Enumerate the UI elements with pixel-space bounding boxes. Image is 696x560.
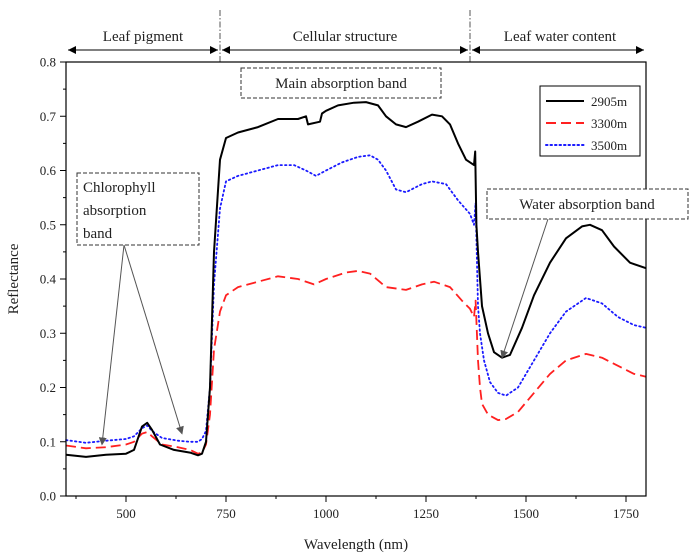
legend: 2905m 3300m 3500m [539, 85, 641, 157]
annotation-water-arrow [500, 218, 549, 359]
y-tick-label: 0.8 [40, 55, 56, 70]
region-label: Leaf pigment [103, 29, 184, 45]
series-line-2905m [65, 101, 647, 458]
region-arrowhead-right [636, 46, 644, 54]
y-tick-label: 0.5 [40, 217, 56, 232]
annotation-water: Water absorption band [486, 188, 689, 359]
region-label: Cellular structure [293, 29, 398, 45]
x-tick-label: 1500 [513, 506, 539, 521]
region-arrowhead-right [460, 46, 468, 54]
annotation-box-water [486, 188, 689, 220]
region-arrowhead-left [68, 46, 76, 54]
region-arrowhead-left [222, 46, 230, 54]
legend-label-3300m: 3300m [591, 116, 627, 131]
x-tick-label: 750 [216, 506, 236, 521]
y-axis-title: Reflectance [6, 243, 22, 314]
y-tick-label: 0.3 [40, 326, 56, 341]
region-arrowhead-left [472, 46, 480, 54]
annotation-main-text: Main absorption band [275, 76, 407, 92]
annotation-chlorophyll-line-3: band [83, 226, 113, 242]
y-tick-label: 0.7 [40, 109, 57, 124]
annotation-chlorophyll-arrow-right [123, 244, 184, 435]
x-tick-label: 500 [116, 506, 136, 521]
y-tick-label: 0.4 [40, 272, 57, 287]
annotation-box-main [240, 67, 442, 99]
y-tick-label: 0.1 [40, 434, 56, 449]
region-label: Leaf water content [504, 29, 617, 45]
series-line-3300m [65, 270, 647, 455]
region-arrowhead-right [210, 46, 218, 54]
y-axis: 0.0 0.1 0.2 0.3 0.4 0.5 0.6 0.7 0.8 [40, 55, 66, 504]
region-layer: Leaf pigment Cellular structure Leaf water… [68, 10, 644, 62]
x-tick-label: 1750 [613, 506, 639, 521]
series-line-3500m [65, 154, 647, 444]
annotation-chlorophyll-arrow-left [98, 244, 125, 446]
x-axis-title: Wavelength (nm) [304, 537, 408, 553]
y-tick-label: 0.0 [40, 489, 56, 504]
y-tick-label: 0.2 [40, 380, 56, 395]
x-tick-label: 1250 [413, 506, 439, 521]
annotation-water-text: Water absorption band [519, 197, 655, 213]
x-tick-label: 1000 [313, 506, 339, 521]
annotation-chlorophyll-line-1: Chlorophyll [83, 180, 156, 196]
x-axis: 500 750 1000 1250 1500 1750 [75, 496, 639, 521]
annotation-chlorophyll-line-2: absorption [83, 203, 147, 219]
legend-label-2905m: 2905m [591, 94, 627, 109]
annotation-chlorophyll: Chlorophyll absorption band [76, 172, 200, 446]
series-layer [65, 101, 647, 458]
legend-label-3500m: 3500m [591, 138, 627, 153]
y-tick-label: 0.6 [40, 163, 57, 178]
annotation-box-chlorophyll [76, 172, 200, 246]
annotation-main-absorption: Main absorption band [240, 67, 442, 99]
